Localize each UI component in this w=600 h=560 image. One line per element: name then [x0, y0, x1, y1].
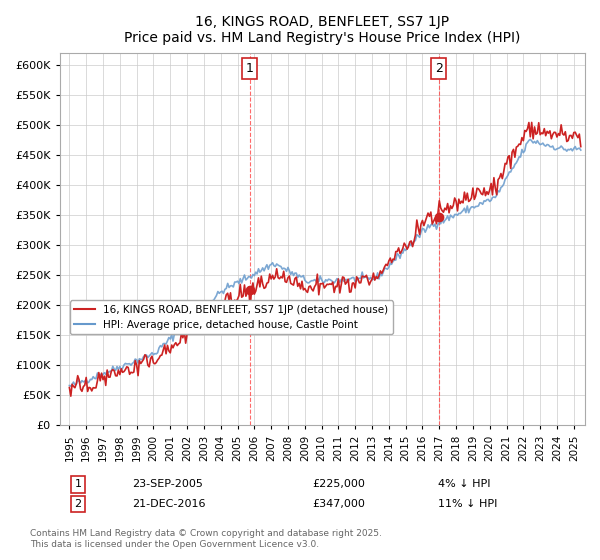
Text: £347,000: £347,000	[312, 499, 365, 509]
Text: 2: 2	[435, 62, 443, 75]
Text: 2: 2	[74, 499, 82, 509]
Text: 21-DEC-2016: 21-DEC-2016	[132, 499, 205, 509]
Legend: 16, KINGS ROAD, BENFLEET, SS7 1JP (detached house), HPI: Average price, detached: 16, KINGS ROAD, BENFLEET, SS7 1JP (detac…	[70, 300, 392, 334]
Text: Contains HM Land Registry data © Crown copyright and database right 2025.
This d: Contains HM Land Registry data © Crown c…	[30, 529, 382, 549]
Text: £225,000: £225,000	[312, 479, 365, 489]
Text: 1: 1	[246, 62, 254, 75]
Text: 1: 1	[74, 479, 82, 489]
Text: 4% ↓ HPI: 4% ↓ HPI	[438, 479, 491, 489]
Text: 23-SEP-2005: 23-SEP-2005	[132, 479, 203, 489]
Title: 16, KINGS ROAD, BENFLEET, SS7 1JP
Price paid vs. HM Land Registry's House Price : 16, KINGS ROAD, BENFLEET, SS7 1JP Price …	[124, 15, 520, 45]
Text: 11% ↓ HPI: 11% ↓ HPI	[438, 499, 497, 509]
